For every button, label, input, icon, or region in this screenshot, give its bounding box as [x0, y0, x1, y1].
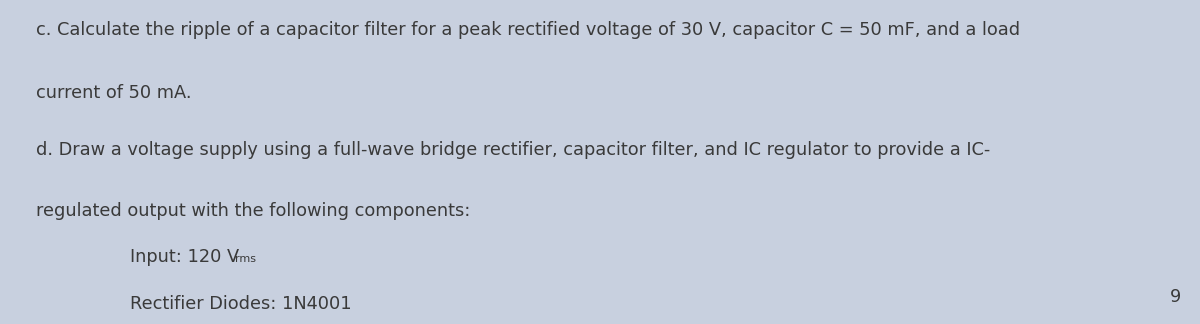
Text: c. Calculate the ripple of a capacitor filter for a peak rectified voltage of 30: c. Calculate the ripple of a capacitor f…	[36, 21, 1020, 39]
Text: regulated output with the following components:: regulated output with the following comp…	[36, 202, 470, 221]
Text: rms: rms	[235, 254, 257, 264]
Text: Input: 120 V: Input: 120 V	[130, 248, 239, 266]
Text: d. Draw a voltage supply using a full-wave bridge rectifier, capacitor filter, a: d. Draw a voltage supply using a full-wa…	[36, 141, 990, 159]
Text: Rectifier Diodes: 1N4001: Rectifier Diodes: 1N4001	[130, 295, 352, 313]
Text: 9: 9	[1170, 288, 1181, 306]
Text: current of 50 mA.: current of 50 mA.	[36, 84, 192, 102]
